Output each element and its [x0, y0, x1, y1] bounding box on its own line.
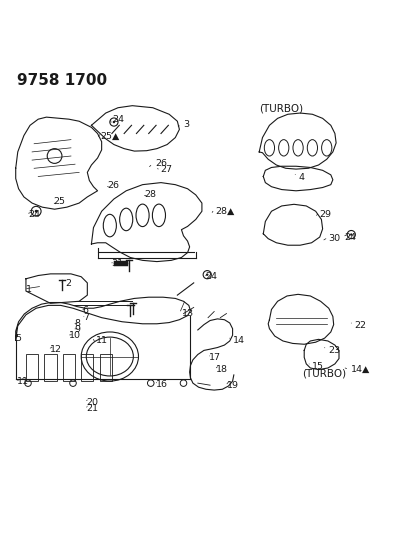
Bar	[81, 354, 94, 381]
Bar	[44, 354, 56, 381]
Text: 15: 15	[311, 362, 323, 372]
Text: 24: 24	[113, 116, 125, 125]
Text: 11: 11	[96, 336, 108, 345]
Text: 29: 29	[320, 209, 332, 219]
Bar	[63, 354, 75, 381]
Text: 28: 28	[144, 190, 156, 199]
Text: 23: 23	[328, 346, 340, 355]
Text: 27: 27	[160, 165, 172, 174]
Text: 25: 25	[54, 197, 66, 206]
Bar	[100, 354, 112, 381]
Circle shape	[350, 233, 353, 236]
Bar	[26, 354, 38, 381]
Text: 9: 9	[74, 325, 80, 334]
Text: 11: 11	[17, 377, 29, 385]
Text: 12: 12	[50, 345, 62, 354]
Text: 14: 14	[233, 336, 245, 345]
Text: 7: 7	[83, 313, 89, 322]
Text: (TURBO): (TURBO)	[302, 369, 346, 379]
Text: 8: 8	[74, 319, 80, 328]
Text: 6: 6	[82, 306, 89, 315]
Text: 31: 31	[111, 259, 123, 268]
Text: 18: 18	[216, 365, 228, 374]
Text: 24: 24	[344, 232, 356, 241]
Text: 26: 26	[155, 159, 167, 168]
Text: 25▲: 25▲	[101, 132, 119, 141]
Text: 30: 30	[328, 234, 340, 243]
Text: 9758 1700: 9758 1700	[17, 73, 107, 88]
Text: 10: 10	[69, 331, 81, 340]
Circle shape	[206, 273, 208, 276]
Text: 21: 21	[87, 405, 98, 414]
Text: 20: 20	[87, 398, 98, 407]
Circle shape	[113, 121, 115, 123]
Text: 14▲: 14▲	[351, 365, 370, 374]
Text: 17: 17	[209, 353, 221, 362]
Circle shape	[35, 210, 37, 213]
Text: 24: 24	[205, 272, 217, 281]
Text: 3: 3	[183, 119, 190, 128]
Text: 13: 13	[181, 309, 194, 318]
Text: 28▲: 28▲	[215, 207, 234, 216]
Text: 1: 1	[26, 285, 32, 294]
Text: 2: 2	[65, 279, 71, 288]
Text: 22: 22	[354, 321, 366, 330]
Text: (TURBO): (TURBO)	[259, 104, 303, 114]
Text: 19: 19	[227, 382, 239, 391]
Text: 16: 16	[156, 380, 168, 389]
Text: 5: 5	[15, 334, 21, 343]
Text: 4: 4	[298, 173, 304, 182]
Text: 26: 26	[107, 181, 119, 190]
Text: 24: 24	[28, 209, 40, 219]
